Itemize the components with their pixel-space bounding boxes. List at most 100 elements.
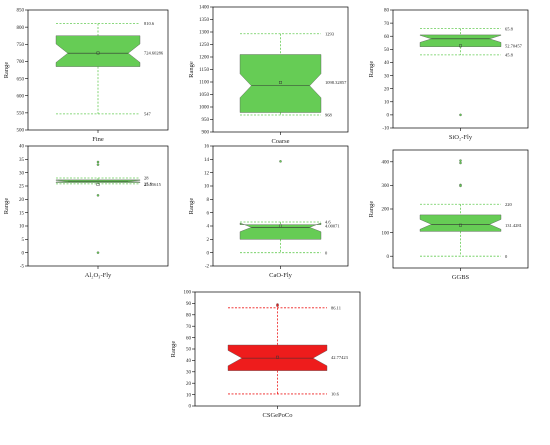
min-value-label: 25.8 xyxy=(144,182,153,187)
y-tick-label: 0 xyxy=(189,405,192,410)
y-tick-label: 400 xyxy=(382,161,390,166)
mean-marker xyxy=(459,44,462,48)
y-tick-label: 100 xyxy=(382,231,390,236)
x-axis-label: Coarse xyxy=(271,138,289,145)
outlier-point xyxy=(459,161,462,165)
y-tick-label: 750 xyxy=(17,43,25,48)
y-tick-label: 1250 xyxy=(199,43,210,48)
outlier-point xyxy=(279,160,282,163)
y-tick-label: 300 xyxy=(382,184,390,189)
notched-box xyxy=(55,35,141,67)
boxplot-panel-3: -10 0 10 20 30 40 50 60 70 80 65.8 52.70457 45.8 SiO₂… xyxy=(368,9,529,141)
y-tick-label: 600 xyxy=(17,94,25,99)
outlier-point xyxy=(96,163,100,166)
y-tick-label: 10 xyxy=(384,100,390,105)
y-tick-label: 30 xyxy=(19,171,25,176)
y-tick-label: 1200 xyxy=(199,56,210,61)
outlier-point xyxy=(276,304,279,307)
notched-box xyxy=(239,222,322,240)
y-tick-label: 0 xyxy=(207,251,210,256)
y-tick-label: 650 xyxy=(17,77,25,82)
max-value-label: 4.6 xyxy=(325,220,331,225)
y-tick-label: 1050 xyxy=(199,93,210,98)
y-tick-label: 8 xyxy=(207,198,210,203)
y-tick-label: 40 xyxy=(19,145,25,150)
y-tick-label: 25 xyxy=(19,185,25,190)
y-tick-label: 2 xyxy=(207,238,210,243)
y-tick-label: 5 xyxy=(22,238,25,243)
y-tick-label: 1350 xyxy=(199,18,210,23)
y-tick-label: 950 xyxy=(202,118,210,123)
outlier-point xyxy=(96,160,100,164)
outlier-point xyxy=(459,159,462,162)
mean-value-label: 52.70457 xyxy=(505,43,523,48)
mean-value-label: 724.60286 xyxy=(144,51,164,56)
y-tick-label: 20 xyxy=(384,87,390,92)
y-axis-label: Range xyxy=(3,198,10,215)
y-tick-label: 0 xyxy=(387,114,390,119)
y-tick-label: 15 xyxy=(19,211,25,216)
y-tick-label: 60 xyxy=(384,35,390,40)
y-axis-label: Range xyxy=(3,62,10,79)
y-tick-label: 50 xyxy=(384,48,390,53)
mean-value-label: 4.00071 xyxy=(325,224,340,229)
y-tick-label: 40 xyxy=(186,359,192,364)
y-tick-label: 10 xyxy=(204,185,210,190)
boxplot-panel-5: -2 0 2 4 6 8 10 12 14 16 4.64.00071 0 CaO-Fly Range xyxy=(188,145,349,279)
x-axis-label: GGBS xyxy=(452,274,470,281)
mean-value-label: 42.77423 xyxy=(331,355,349,360)
min-value-label: 10.6 xyxy=(331,392,340,397)
y-tick-label: 1150 xyxy=(199,68,209,73)
outlier-point xyxy=(459,113,462,117)
y-tick-label: 30 xyxy=(384,74,390,79)
y-axis-label: Range xyxy=(170,341,177,358)
y-tick-label: 800 xyxy=(17,26,25,31)
boxplot-panel-1: 500 550 600 650 700 750 800 850 810.6 724.60286 54… xyxy=(3,9,169,143)
max-value-label: 65.8 xyxy=(505,26,514,31)
y-tick-label: 0 xyxy=(22,251,25,256)
outlier-point xyxy=(459,184,462,188)
y-tick-label: 200 xyxy=(382,208,390,213)
mean-marker xyxy=(279,81,282,84)
y-tick-label: 900 xyxy=(202,131,210,136)
y-tick-label: 80 xyxy=(384,9,390,14)
mean-marker xyxy=(279,224,282,228)
max-value-label: 220 xyxy=(505,202,513,207)
notched-box xyxy=(419,34,502,47)
y-tick-label: 90 xyxy=(186,302,192,307)
x-axis-label: CaO-Fly xyxy=(269,272,293,279)
y-tick-label: 1300 xyxy=(199,31,210,36)
y-tick-label: 12 xyxy=(204,171,210,176)
min-value-label: 547 xyxy=(144,112,152,117)
y-tick-label: 550 xyxy=(17,112,25,117)
y-axis-label: Range xyxy=(188,198,195,215)
boxplot-panel-6: 0 100 200 300 400 220 131.4281 0 GGBS Range xyxy=(368,149,529,281)
y-tick-label: 80 xyxy=(186,314,192,319)
y-tick-label: 14 xyxy=(204,158,210,163)
mean-value-label: 25.55615 xyxy=(144,182,162,187)
y-tick-label: 10 xyxy=(186,393,192,398)
outlier-point xyxy=(96,194,100,197)
y-tick-label: 30 xyxy=(186,371,192,376)
boxplot-panel-2: 900 950 1000 1050 1100 1150 1200 1250 1300 1350 14… xyxy=(188,6,349,145)
y-tick-label: 10 xyxy=(19,225,25,230)
y-tick-label: 6 xyxy=(207,211,210,216)
y-axis-label: Range xyxy=(368,61,375,78)
y-tick-label: 1100 xyxy=(199,81,209,86)
x-axis-label: SiO₂-Fly xyxy=(449,134,473,141)
y-tick-label: 70 xyxy=(186,325,192,330)
y-tick-label: 70 xyxy=(384,22,390,27)
min-value-label: 0 xyxy=(505,254,508,259)
y-tick-label: 500 xyxy=(17,129,25,134)
y-tick-label: 1400 xyxy=(199,6,210,11)
y-tick-label: -5 xyxy=(20,265,25,270)
y-tick-label: 20 xyxy=(186,382,192,387)
x-axis-label: CSGePoCo xyxy=(263,412,293,419)
x-axis-label: Al₂O₃-Fly xyxy=(85,272,112,279)
y-tick-label: 20 xyxy=(19,198,25,203)
y-tick-label: 700 xyxy=(17,60,25,65)
min-value-label: 45.8 xyxy=(505,53,514,58)
y-tick-label: 50 xyxy=(186,348,192,353)
